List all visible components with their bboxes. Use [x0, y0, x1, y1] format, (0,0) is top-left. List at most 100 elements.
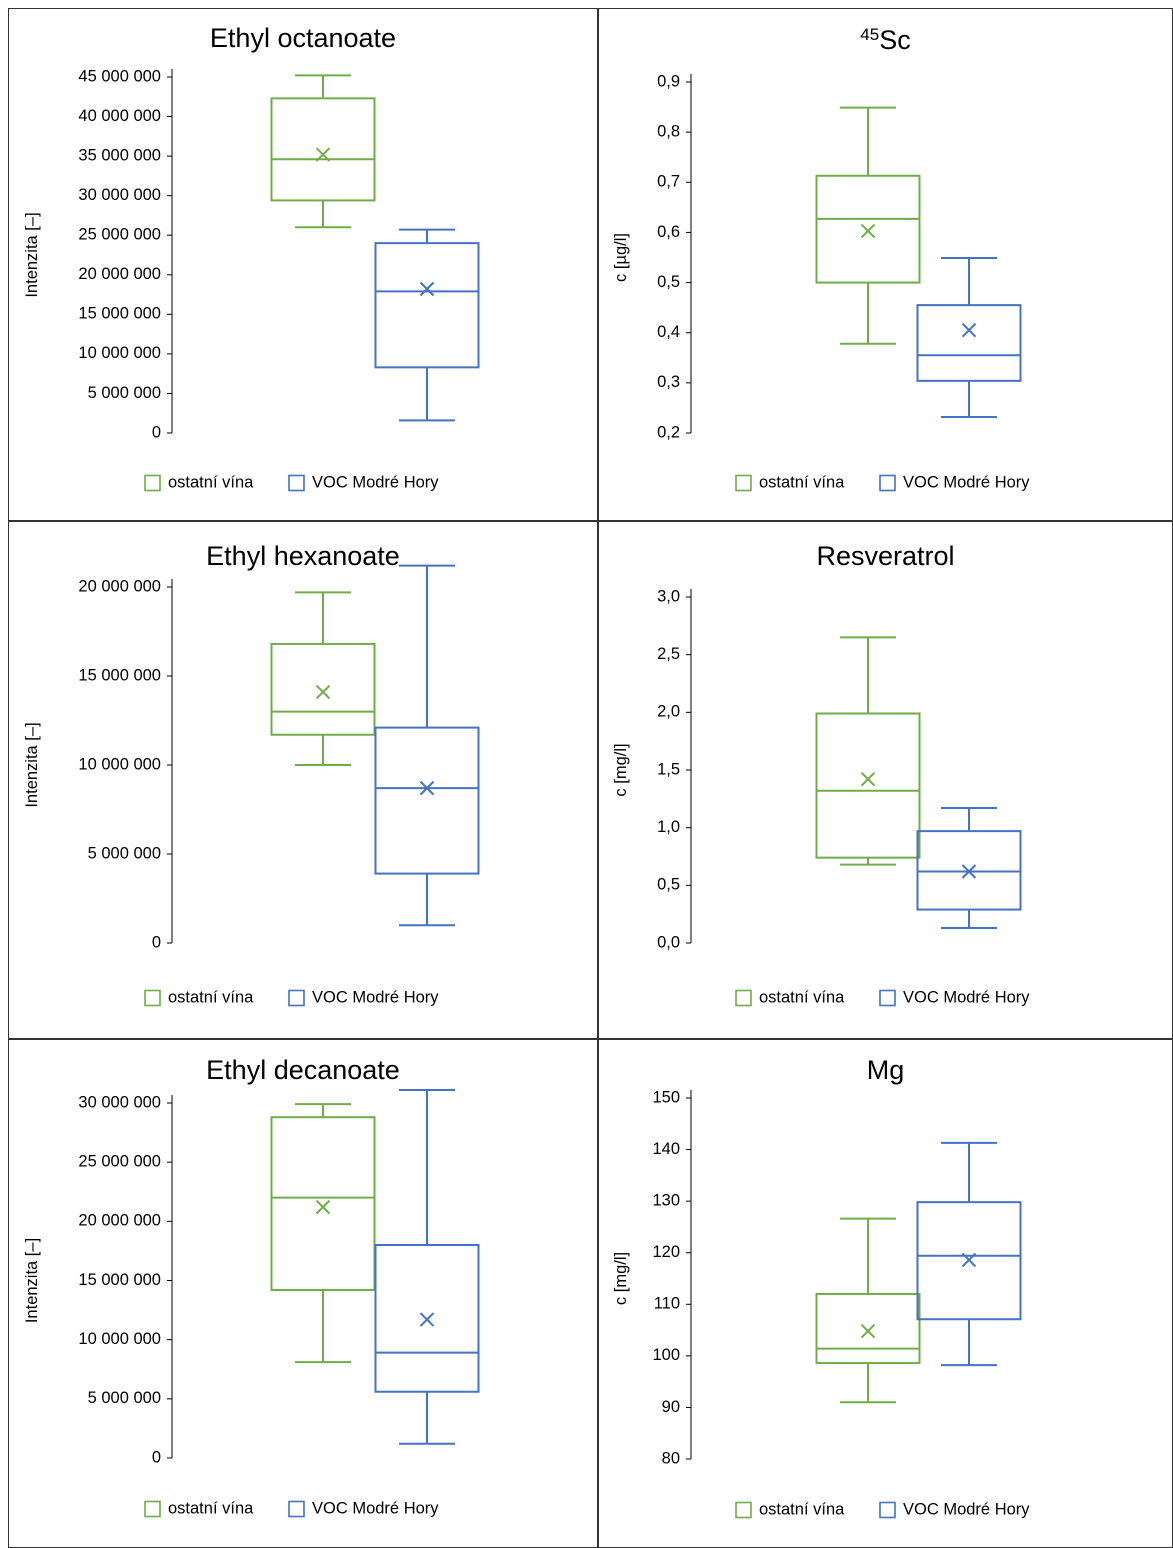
chart-resveratrol: Resveratrol 0,0 0,5 1,0 1,5 2,0 2,5 3,0 c [mg/l]… [612, 541, 1030, 1007]
chart-title: Resveratrol [816, 541, 954, 571]
legend-voc-modre-hory: VOC Modré Hory [879, 473, 1030, 492]
legend-label: ostatní vína [759, 1500, 845, 1518]
y-tick-label: 10 000 000 [78, 344, 161, 362]
chart-ethyl-hexanoate: Ethyl hexanoate 0 5 000 000 10 000 000 15 00… [23, 541, 480, 1007]
legend-label: ostatní vína [168, 988, 254, 1006]
legend-swatch [144, 474, 161, 492]
y-tick-label: 0,9 [657, 72, 680, 90]
legend-label: VOC Modré Hory [903, 473, 1030, 491]
mean-marker [315, 147, 331, 162]
y-tick-label: 110 [654, 1295, 680, 1313]
y-axis-label: c [mg/l] [612, 1252, 630, 1305]
y-tick-label: 0,0 [657, 933, 680, 951]
y-tick-label: 0,2 [657, 423, 680, 441]
y-tick-label: 5 000 000 [88, 844, 161, 862]
box-ostatni-vina [270, 1103, 376, 1364]
legend-label: VOC Modré Hory [312, 473, 439, 491]
box-ostatni-vina [270, 591, 376, 766]
iqr-box [374, 242, 480, 369]
y-tick-label: 0 [152, 423, 161, 441]
y-tick-label: 140 [652, 1140, 680, 1158]
y-tick-label: 35 000 000 [78, 146, 161, 164]
chart-title: 45Sc [860, 25, 910, 56]
iqr-box [916, 1201, 1022, 1321]
box-voc-modre-hory [916, 1141, 1022, 1367]
y-tick-label: 0,3 [657, 373, 680, 391]
chart-panel-resveratrol: Resveratrol 0,0 0,5 1,0 1,5 2,0 2,5 3,0 c [mg/l]… [598, 521, 1173, 1039]
chart-panel-ethyl-decanoate: Ethyl decanoate 0 5 000 000 10 000 000 15 00… [8, 1039, 598, 1548]
y-tick-label: 20 000 000 [78, 1212, 161, 1230]
y-tick-label: 15 000 000 [78, 666, 161, 684]
mean-marker [419, 281, 435, 297]
y-tick-label: 0,6 [657, 223, 680, 241]
box-ostatni-vina [815, 636, 921, 866]
legend-swatch [879, 989, 896, 1007]
y-tick-label: 10 000 000 [78, 1330, 161, 1348]
box-ostatni-vina [815, 1217, 921, 1404]
iqr-box [270, 642, 376, 736]
iqr-box [916, 304, 1022, 382]
y-tick-label: 0,5 [657, 273, 680, 291]
iqr-box [815, 712, 921, 859]
y-tick-label: 20 000 000 [78, 577, 161, 595]
legend-label: ostatní vína [168, 473, 254, 491]
iqr-box [374, 726, 480, 875]
legend-label: ostatní vína [759, 988, 845, 1006]
legend-label: VOC Modré Hory [312, 1499, 439, 1517]
y-axis-label: Intenzita [–] [23, 1238, 41, 1323]
y-tick-label: 80 [662, 1449, 680, 1467]
mean-marker [315, 684, 331, 700]
y-tick-label: 25 000 000 [78, 226, 161, 244]
y-tick-label: 1,0 [657, 818, 680, 836]
legend-swatch [879, 474, 896, 492]
legend-swatch [144, 1500, 161, 1518]
y-axis-label: c [mg/l] [612, 743, 630, 796]
legend-swatch [144, 989, 161, 1007]
iqr-box [815, 174, 921, 284]
y-tick-label: 25 000 000 [78, 1153, 161, 1171]
chart-scandium: 45Sc 0,2 0,3 0,4 0,5 0,6 0,7 0,8 0,9 c [µg/l] osta… [612, 25, 1030, 492]
y-axis-label: Intenzita [–] [23, 722, 41, 807]
y-tick-label: 120 [652, 1243, 680, 1261]
legend-voc-modre-hory: VOC Modré Hory [288, 988, 439, 1006]
iqr-box [270, 97, 376, 202]
chart-panel-ethyl-hexanoate: Ethyl hexanoate 0 5 000 000 10 000 000 15 00… [8, 521, 598, 1039]
y-tick-label: 0,4 [657, 323, 680, 341]
chart-title: Ethyl octanoate [210, 23, 396, 53]
y-tick-label: 5 000 000 [88, 384, 161, 402]
y-tick-label: 0 [152, 933, 161, 951]
chart-title: Ethyl decanoate [206, 1055, 400, 1085]
legend-label: VOC Modré Hory [903, 988, 1030, 1006]
mean-marker [961, 323, 977, 338]
y-tick-label: 1,5 [657, 760, 680, 778]
y-tick-label: 20 000 000 [78, 265, 161, 283]
y-tick-label: 90 [662, 1398, 680, 1416]
y-tick-label: 30 000 000 [78, 1093, 161, 1111]
mean-marker [419, 780, 435, 796]
chart-ethyl-decanoate: Ethyl decanoate 0 5 000 000 10 000 000 15 00… [23, 1055, 480, 1518]
legend-ostatni-vina: ostatní vína [144, 988, 254, 1007]
box-voc-modre-hory [374, 1088, 480, 1445]
y-tick-label: 130 [652, 1192, 680, 1210]
mean-marker [961, 1252, 977, 1268]
legend-label: VOC Modré Hory [312, 988, 439, 1006]
chart-panel-scandium: 45Sc 0,2 0,3 0,4 0,5 0,6 0,7 0,8 0,9 c [µg/l] osta… [598, 8, 1173, 521]
legend-label: ostatní vína [168, 1499, 254, 1517]
y-tick-label: 15 000 000 [78, 1271, 161, 1289]
legend-ostatni-vina: ostatní vína [144, 473, 254, 492]
box-ostatni-vina [815, 106, 921, 345]
chart-magnesium: Mg 80 90 100 110 120 130 140 150 c [mg/l] ostatní … [612, 1055, 1030, 1519]
y-axis-label: c [µg/l] [612, 233, 630, 282]
legend-swatch [735, 474, 752, 492]
mean-marker [860, 223, 876, 239]
y-tick-label: 10 000 000 [78, 755, 161, 773]
legend-voc-modre-hory: VOC Modré Hory [288, 1499, 439, 1517]
box-voc-modre-hory [374, 228, 480, 422]
legend-swatch [288, 474, 305, 492]
y-tick-label: 0 [152, 1448, 161, 1466]
box-voc-modre-hory [916, 257, 1022, 418]
legend-ostatni-vina: ostatní vína [735, 1500, 845, 1519]
legend-swatch [735, 1501, 752, 1519]
legend-label: ostatní vína [759, 473, 845, 491]
chart-ethyl-octanoate: Ethyl octanoate 0 5 000 000 10 000 000 15 00… [23, 23, 480, 492]
